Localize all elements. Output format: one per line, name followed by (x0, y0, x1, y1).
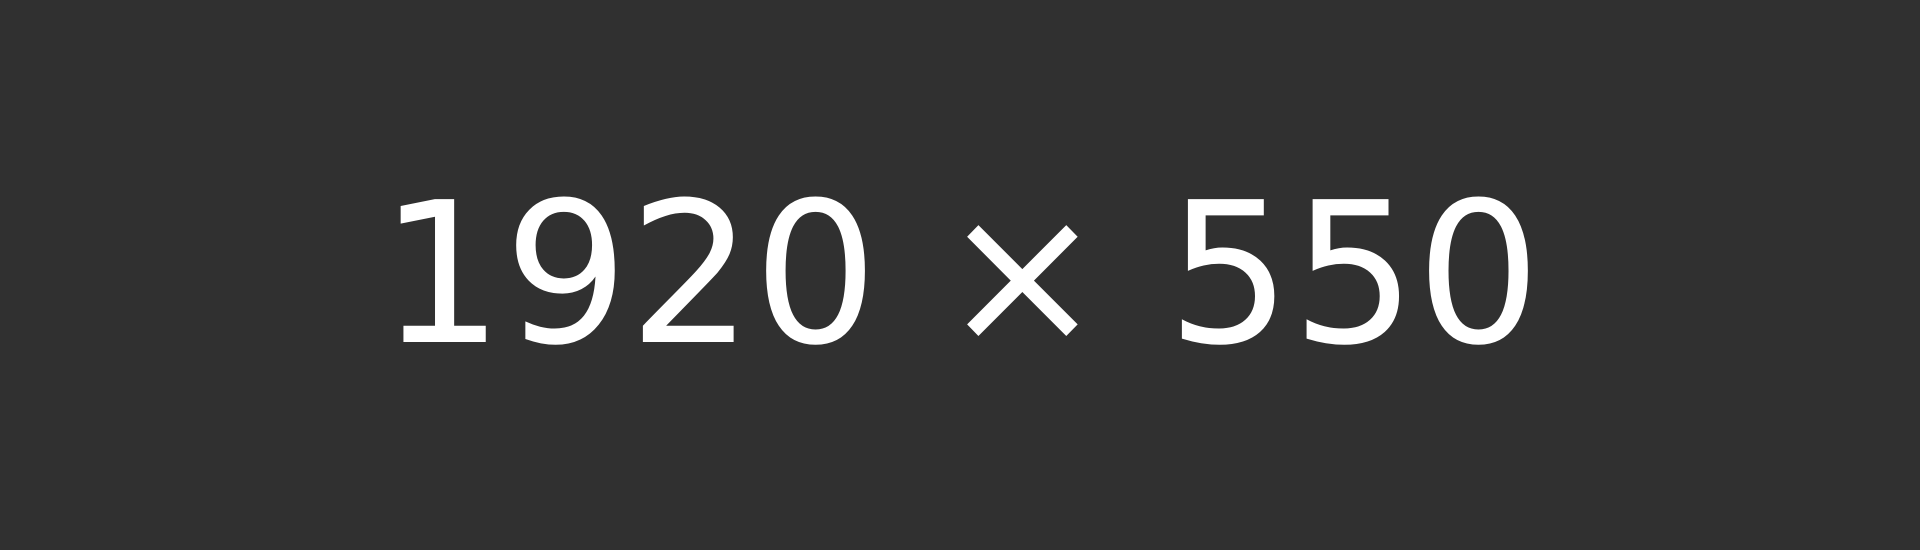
dimensions-label: 1920 × 550 (379, 161, 1541, 389)
